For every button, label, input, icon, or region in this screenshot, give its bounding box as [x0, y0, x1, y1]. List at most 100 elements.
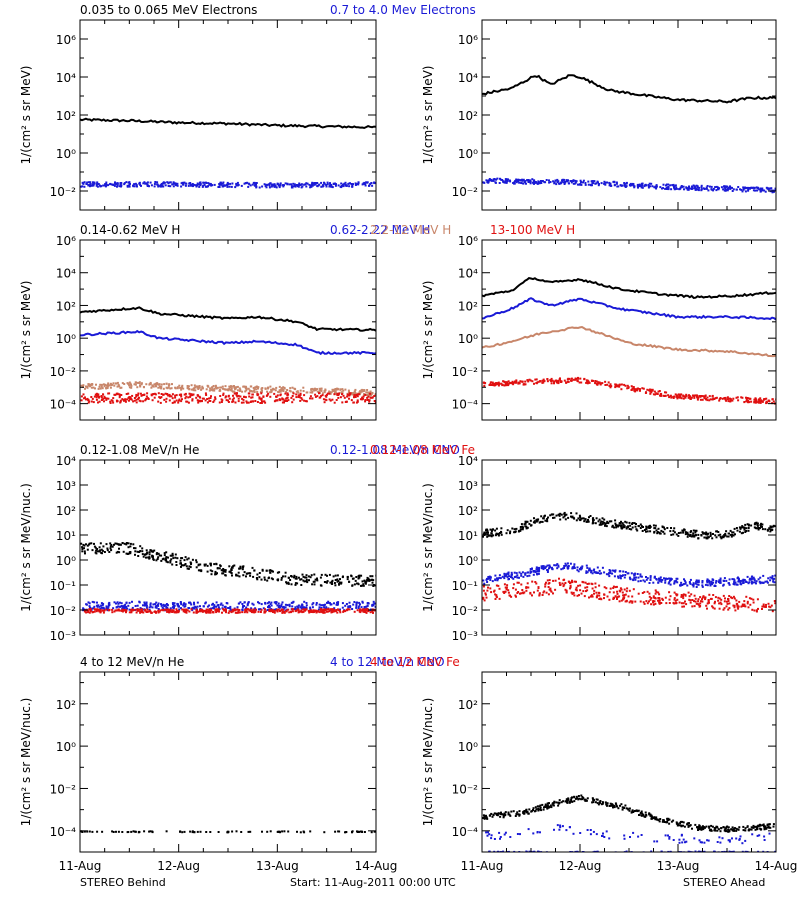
- legend-heavy-high-0: 4 to 12 MeV/n He: [80, 655, 184, 669]
- series-ahead-1: [485, 824, 771, 845]
- legend-protons-3: 13-100 MeV H: [490, 223, 575, 237]
- ytick-label: 10⁻²: [50, 365, 77, 379]
- plot-frame: [79, 19, 377, 211]
- ytick-label: 10⁰: [56, 332, 76, 346]
- ytick-label: 10⁰: [458, 740, 478, 754]
- ytick-label: 10²: [458, 109, 478, 123]
- plot-protons-behind: 10⁻⁴ 10⁻² 10⁰ 10² 10⁴ 10⁶ 1/(cm² s sr MeV): [19, 234, 377, 421]
- plot-heavy-low-behind: 10⁻³ 10⁻² 10⁻¹ 10⁰ 10¹ 10² 10³ 10⁴ 1/(cm² s sr M…: [19, 454, 377, 643]
- ytick-label: 10⁻²: [452, 604, 479, 618]
- ytick-label: 10⁶: [458, 33, 478, 47]
- series-ahead-2: [482, 577, 776, 613]
- ytick-label: 10³: [56, 479, 76, 493]
- legend-protons-2: 2.2-12 MeV H: [370, 223, 451, 237]
- series-group: [482, 277, 776, 405]
- legend-protons-0: 0.14-0.62 MeV H: [80, 223, 180, 237]
- series-ahead-0: [482, 794, 775, 833]
- legend-heavy-low-1: 0.12-1.08 MeV/n CNO: [330, 443, 460, 457]
- legend-electrons-1: 0.7 to 4.0 Mev Electrons: [330, 3, 476, 17]
- y-axis-label: 1/(cm² s sr MeV): [19, 281, 33, 380]
- plot-heavy-high-ahead: 10⁻⁴ 10⁻² 10⁰ 10² 11-Aug 12-Aug 13-Aug 14-Aug 1/…: [421, 671, 798, 873]
- xtick-label: 14-Aug: [755, 859, 798, 873]
- series-group: [80, 830, 376, 834]
- ytick-label: 10⁻²: [452, 185, 479, 199]
- xtick-label: 11-Aug: [59, 859, 102, 873]
- ytick-label: 10⁻¹: [50, 579, 77, 593]
- xtick-label: 11-Aug: [461, 859, 504, 873]
- series-group: [80, 306, 376, 404]
- ytick-label: 10²: [56, 504, 76, 518]
- panels: 0.035 to 0.065 MeV Electrons 0.7 to 4.0 M…: [19, 3, 797, 873]
- series-ahead-1: [482, 177, 776, 194]
- ytick-label: 10⁴: [56, 71, 76, 85]
- series-group: [482, 794, 776, 852]
- ytick-label: 10¹: [458, 529, 478, 543]
- series-behind-1: [80, 329, 376, 356]
- series-ahead-1: [482, 297, 776, 321]
- ytick-label: 10⁰: [458, 332, 478, 346]
- y-axis-label: 1/(cm² s sr MeV): [19, 66, 33, 165]
- series-behind-2: [83, 608, 376, 614]
- y-axis-label: 1/(cm² s sr MeV/nuc.): [19, 698, 33, 827]
- plot-heavy-low-ahead: 10⁻³ 10⁻² 10⁻¹ 10⁰ 10¹ 10² 10³ 10⁴ 1/(cm² s sr M…: [421, 454, 777, 643]
- series-ahead-0: [482, 74, 776, 104]
- plot-electrons-ahead: 10⁻² 10⁰ 10² 10⁴ 10⁶ 1/(cm² s sr MeV): [421, 19, 777, 211]
- series-group: [80, 542, 376, 614]
- series-behind-1: [80, 181, 376, 189]
- ytick-label: 10⁶: [56, 33, 76, 47]
- ytick-label: 10⁻²: [50, 185, 77, 199]
- series-ahead-2: [482, 325, 776, 358]
- xtick-label: 13-Aug: [256, 859, 299, 873]
- plot-frame: [481, 459, 777, 636]
- ytick-label: 10⁰: [56, 147, 76, 161]
- plot-frame: [481, 671, 777, 853]
- ytick-label: 10⁶: [458, 234, 478, 248]
- series-behind-0: [80, 830, 376, 834]
- ytick-label: 10⁻¹: [452, 579, 479, 593]
- legend-heavy-low-0: 0.12-1.08 MeV/n He: [80, 443, 199, 457]
- legend-heavy-high-2: 4 to 12 MeV Fe: [370, 655, 460, 669]
- series-ahead-3: [482, 376, 776, 405]
- ytick-label: 10²: [56, 698, 76, 712]
- y-axis-label: 1/(cm² s sr MeV): [421, 66, 435, 165]
- ytick-label: 10²: [458, 698, 478, 712]
- plot-heavy-high-behind: 10⁻⁴ 10⁻² 10⁰ 10² 11-Aug 12-Aug 13-Aug 14-Aug 1/…: [19, 671, 397, 873]
- footer-left: STEREO Behind: [80, 876, 166, 889]
- xtick-label: 12-Aug: [157, 859, 200, 873]
- ytick-label: 10⁻⁴: [452, 825, 479, 839]
- ytick-label: 10⁰: [56, 554, 76, 568]
- y-axis-label: 1/(cm² s sr MeV/nuc.): [19, 483, 33, 612]
- plot-protons-ahead: 10⁻⁴ 10⁻² 10⁰ 10² 10⁴ 10⁶ 1/(cm² s sr MeV): [421, 234, 777, 421]
- ytick-label: 10⁻²: [50, 604, 77, 618]
- series-group: [80, 117, 376, 189]
- ytick-label: 10⁴: [56, 454, 76, 468]
- series-behind-2: [80, 381, 376, 397]
- ytick-label: 10²: [56, 109, 76, 123]
- series-group: [482, 74, 776, 194]
- ytick-label: 10⁻⁴: [50, 825, 77, 839]
- legend-heavy-high-1: 4 to 12 MeV/n CNO: [330, 655, 445, 669]
- plot-electrons-behind: 10⁻² 10⁰ 10² 10⁴ 10⁶ 1/(cm² s sr MeV): [19, 19, 377, 211]
- ytick-label: 10⁻⁴: [452, 398, 479, 412]
- ytick-label: 10⁰: [56, 740, 76, 754]
- legend-electrons-0: 0.035 to 0.065 MeV Electrons: [80, 3, 257, 17]
- legend-heavy-low-2: 0.12-1.08 MeV Fe: [370, 443, 475, 457]
- y-axis-label: 1/(cm² s sr MeV/nuc.): [421, 698, 435, 827]
- panel-row-heavy-low: 0.12-1.08 MeV/n He 0.12-1.08 MeV/n CNO0.1…: [19, 443, 777, 643]
- y-axis-label: 1/(cm² s sr MeV/nuc.): [421, 483, 435, 612]
- ytick-label: 10⁻³: [452, 629, 479, 643]
- series-group: [482, 511, 776, 613]
- ytick-label: 10⁴: [458, 267, 478, 281]
- ytick-label: 10⁻³: [50, 629, 77, 643]
- ytick-label: 10⁰: [458, 147, 478, 161]
- ytick-label: 10³: [458, 479, 478, 493]
- panel-row-electrons: 0.035 to 0.065 MeV Electrons 0.7 to 4.0 M…: [19, 3, 777, 211]
- series-behind-0: [80, 117, 376, 130]
- series-behind-0: [80, 306, 376, 332]
- footer-center: Start: 11-Aug-2011 00:00 UTC: [290, 876, 456, 889]
- ytick-label: 10⁻²: [452, 365, 479, 379]
- ytick-label: 10⁴: [458, 71, 478, 85]
- series-ahead-0: [482, 277, 776, 299]
